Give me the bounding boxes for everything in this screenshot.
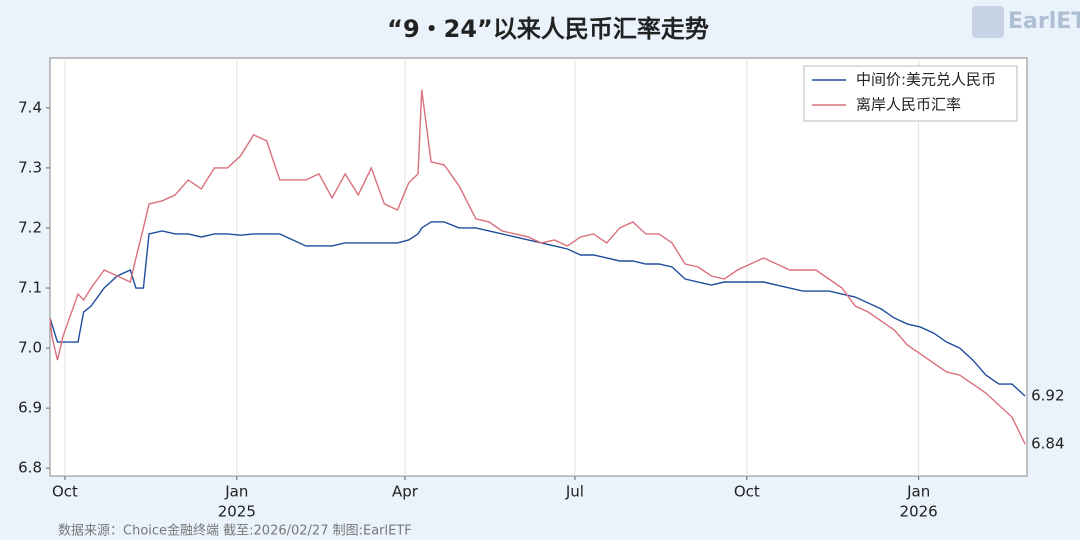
plot-area: [49, 57, 1028, 477]
logo: EarlETF: [1008, 9, 1080, 34]
legend-label: 离岸人民币汇率: [856, 96, 961, 114]
x-year-label: 2025: [218, 503, 256, 521]
x-tick-label: Oct: [52, 483, 78, 501]
y-tick-label: 6.9: [18, 399, 42, 417]
legend-label: 中间价:美元兑人民币: [856, 71, 996, 89]
y-tick-label: 7.4: [18, 98, 42, 116]
y-tick-label: 7.1: [18, 279, 42, 297]
lines: [49, 89, 1026, 445]
x-tick-label: Jan: [906, 483, 930, 501]
grid: [46, 58, 920, 480]
x-tick-label: Jul: [565, 483, 584, 501]
series-line: [49, 89, 1026, 445]
y-tick-label: 7.2: [18, 218, 42, 236]
x-tick-label: Jan: [224, 483, 248, 501]
series-line: [49, 221, 1026, 397]
chart-title: “9・24”以来人民币汇率走势: [387, 15, 709, 43]
end-label: 6.84: [1031, 435, 1064, 453]
legend-box: [803, 65, 1018, 122]
y-tick-label: 7.0: [18, 339, 42, 357]
x-tick-label: Apr: [392, 483, 419, 501]
x-year-label: 2026: [900, 503, 938, 521]
y-tick-label: 7.3: [18, 158, 42, 176]
source: 数据来源：Choice金融终端 截至:2026/02/27 制图:EarlETF: [58, 523, 412, 539]
x-tick-label: Oct: [734, 483, 760, 501]
end-label: 6.92: [1031, 387, 1064, 405]
logo-icon: [972, 6, 1004, 38]
y-tick-label: 6.8: [18, 459, 42, 477]
